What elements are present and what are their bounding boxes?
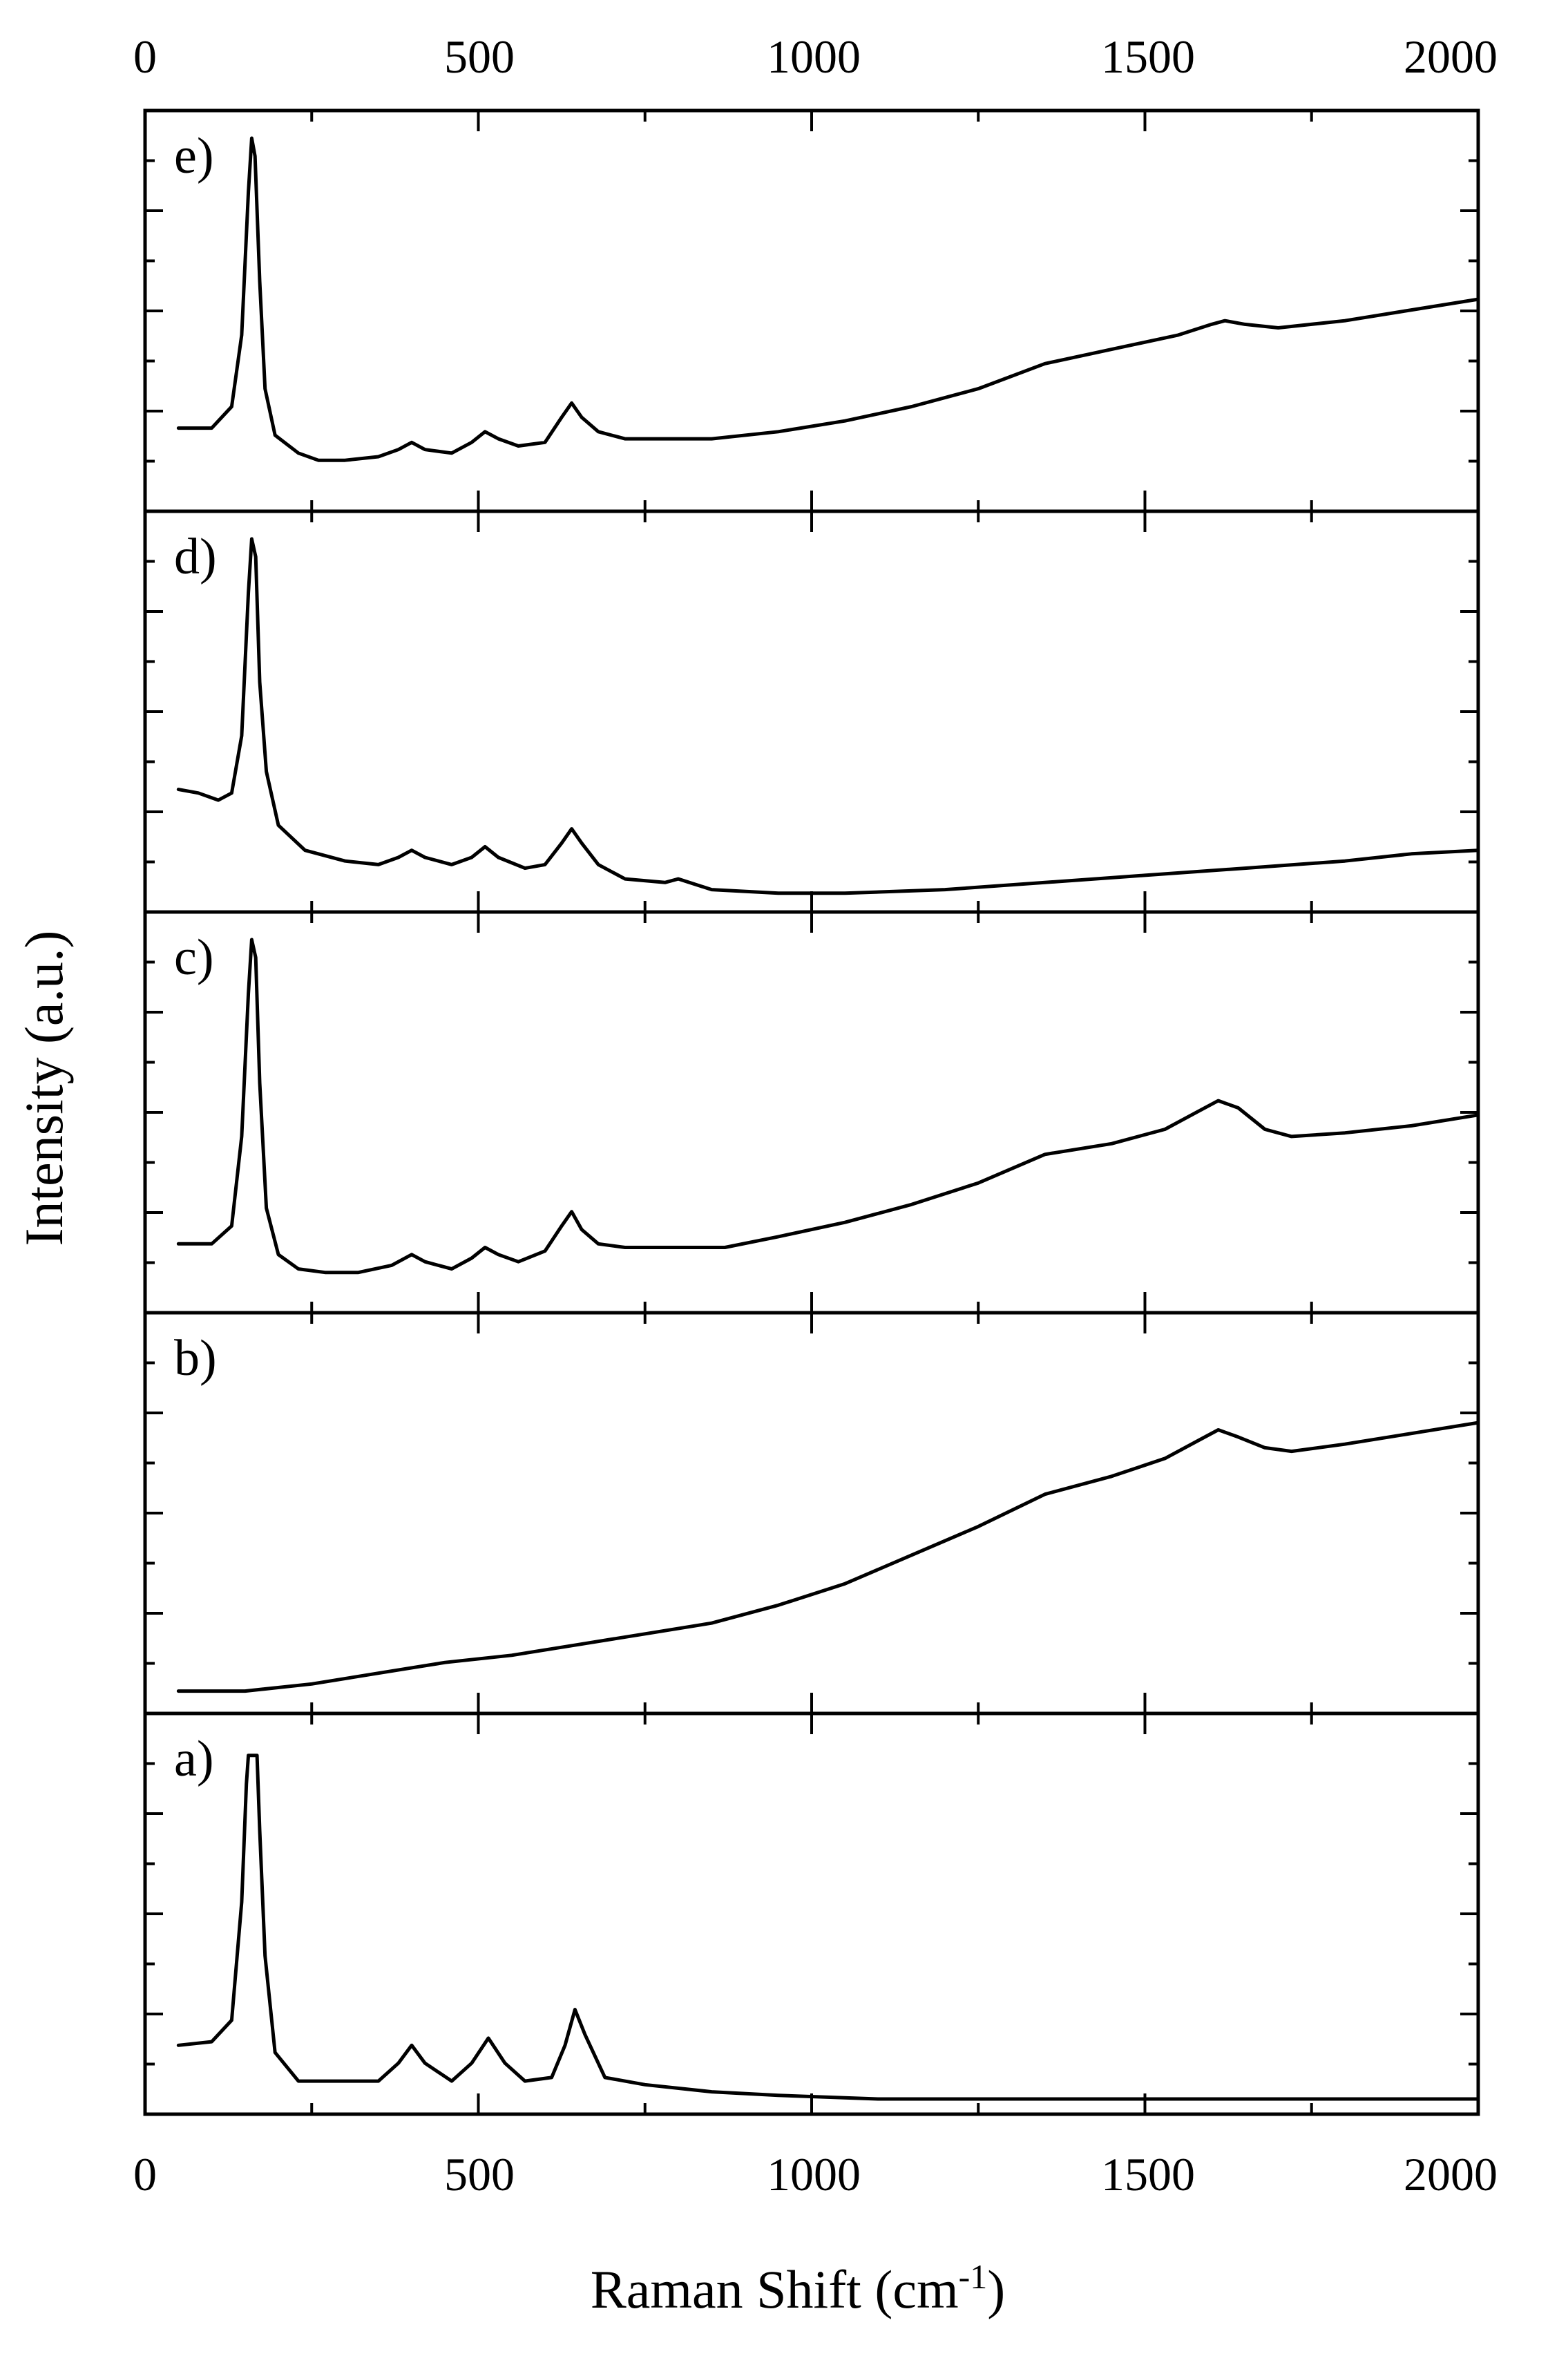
spectrum-line-c bbox=[176, 938, 1480, 1275]
top-x-tick-label-500: 500 bbox=[444, 30, 515, 83]
top-x-tick-label-0: 0 bbox=[133, 30, 157, 83]
x-tick-label-1000: 1000 bbox=[767, 2148, 861, 2201]
panel-label-a: a) bbox=[174, 1731, 214, 1787]
panel-label-e: e) bbox=[174, 128, 214, 184]
panel-e: e) bbox=[143, 108, 1480, 513]
spectrum-line-b bbox=[176, 1421, 1480, 1693]
x-tick-label-2000: 2000 bbox=[1404, 2148, 1498, 2201]
spectrum-line-e bbox=[176, 136, 1480, 462]
panel-d: d) bbox=[143, 509, 1480, 914]
top-x-tick-labels: 0 500 1000 1500 2000 bbox=[133, 30, 1498, 83]
panel-a: a) bbox=[143, 1711, 1480, 2116]
x-tick-label-500: 500 bbox=[444, 2148, 515, 2201]
panel-b: b) bbox=[143, 1311, 1480, 1716]
x-axis-title-sup: -1 bbox=[959, 2257, 988, 2296]
panel-frame bbox=[143, 108, 1480, 513]
spectrum-line-a bbox=[176, 1754, 1480, 2101]
x-tick-label-0: 0 bbox=[133, 2148, 157, 2201]
panel-label-c: c) bbox=[174, 929, 214, 986]
panel-frame bbox=[143, 910, 1480, 1315]
spectra-panels: e) d) c) b) a) bbox=[143, 108, 1480, 2116]
y-axis-title: Intensity (a.u.) bbox=[14, 930, 74, 1246]
panel-c: c) bbox=[143, 910, 1480, 1315]
spectrum-line-d bbox=[176, 537, 1480, 895]
panel-frame bbox=[143, 1711, 1480, 2116]
top-x-tick-label-1000: 1000 bbox=[767, 30, 861, 83]
panel-label-b: b) bbox=[174, 1330, 217, 1387]
panel-frame bbox=[143, 509, 1480, 914]
panel-label-d: d) bbox=[174, 529, 217, 585]
x-axis-title-main: Raman Shift (cm bbox=[591, 2259, 959, 2319]
top-x-tick-label-2000: 2000 bbox=[1404, 30, 1498, 83]
bottom-x-tick-labels: 0 500 1000 1500 2000 bbox=[133, 2148, 1498, 2201]
x-axis-title-close: ) bbox=[987, 2259, 1005, 2319]
panel-frame bbox=[143, 1311, 1480, 1716]
top-x-tick-label-1500: 1500 bbox=[1101, 30, 1195, 83]
x-axis-title: Raman Shift (cm-1) bbox=[591, 2257, 1006, 2319]
x-tick-label-1500: 1500 bbox=[1101, 2148, 1195, 2201]
